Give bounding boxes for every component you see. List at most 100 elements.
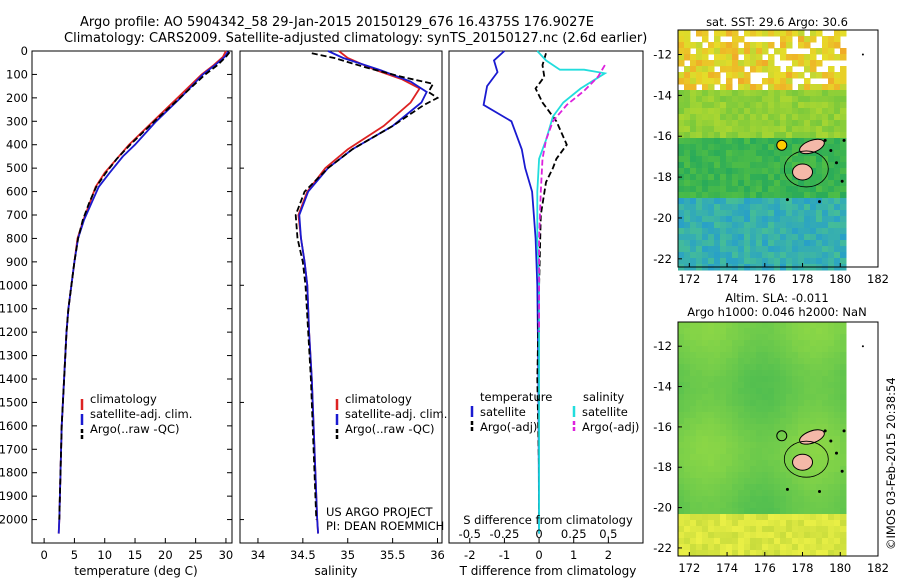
map-cell (816, 412, 823, 419)
map-cell (780, 412, 787, 419)
map-cell (678, 228, 685, 235)
map-cell (822, 394, 829, 401)
map-cell (780, 48, 787, 55)
temperature-line-climatology-0 (57, 50, 227, 534)
map-cell (732, 394, 739, 401)
map-cell (708, 156, 715, 163)
map-cell (804, 406, 811, 413)
map-cell (750, 382, 757, 389)
map-cell (744, 210, 751, 217)
map-cell (714, 430, 721, 437)
map-cell (744, 144, 751, 151)
map-cell (690, 132, 697, 139)
map-cell (792, 90, 799, 97)
map-cell (822, 448, 829, 455)
map-cell (762, 412, 769, 419)
map-cell (696, 508, 703, 515)
map-cell (774, 204, 781, 211)
map-cell (810, 168, 817, 175)
map-cell (714, 246, 721, 253)
map-cell (708, 322, 715, 329)
map-cell (732, 174, 739, 181)
map-cell (792, 240, 799, 247)
map-cell (690, 406, 697, 413)
map-cell (774, 340, 781, 347)
map-cell (678, 204, 685, 211)
map-cell (678, 346, 685, 353)
map-cell (768, 216, 775, 223)
map-cell (726, 364, 733, 371)
map-cell (816, 400, 823, 407)
map-cell (678, 466, 685, 473)
map-cell (714, 186, 721, 193)
map-cell (828, 502, 835, 509)
map-cell (726, 538, 733, 545)
map-cell (714, 436, 721, 443)
map-cell (786, 478, 793, 485)
s-difference-tick-label: -0.25 (490, 527, 520, 541)
map-cell (690, 550, 697, 557)
map-cell (684, 174, 691, 181)
map-cell (690, 234, 697, 241)
map-cell (720, 322, 727, 329)
map-cell (732, 364, 739, 371)
map-cell (714, 198, 721, 205)
map-cell (678, 514, 685, 521)
map-cell (702, 346, 709, 353)
map-cell (702, 394, 709, 401)
map-cell (720, 412, 727, 419)
map-cell (774, 358, 781, 365)
map-cell (792, 442, 799, 449)
map-cell (792, 334, 799, 341)
map-cell (792, 496, 799, 503)
map-cell (744, 222, 751, 229)
map-cell (738, 490, 745, 497)
map-cell (798, 120, 805, 127)
map-cell (768, 406, 775, 413)
map-cell (678, 334, 685, 341)
map-cell (822, 222, 829, 229)
map-cell (684, 532, 691, 539)
map-cell (732, 54, 739, 61)
map-cell (756, 258, 763, 265)
map-cell (762, 252, 769, 259)
map-cell (810, 340, 817, 347)
map-cell (714, 376, 721, 383)
map-cell (816, 514, 823, 521)
map-cell (714, 162, 721, 169)
longitude-tick-label: 178 (792, 561, 814, 575)
map-cell (750, 322, 757, 329)
map-cell (792, 436, 799, 443)
map-cell (690, 532, 697, 539)
map-cell (684, 502, 691, 509)
map-cell (684, 204, 691, 211)
map-cell (702, 246, 709, 253)
map-cell (834, 192, 841, 199)
map-cell (816, 222, 823, 229)
map-cell (756, 186, 763, 193)
map-cell (804, 54, 811, 61)
map-cell (714, 448, 721, 455)
map-cell (798, 192, 805, 199)
map-cell (744, 204, 751, 211)
map-cell (762, 96, 769, 103)
map-cell (822, 198, 829, 205)
map-cell (780, 520, 787, 527)
map-cell (768, 180, 775, 187)
longitude-tick-label: 180 (829, 561, 851, 575)
map-cell (834, 364, 841, 371)
map-cell (732, 328, 739, 335)
map-cell (780, 216, 787, 223)
map-cell (732, 424, 739, 431)
map-cell (792, 514, 799, 521)
map-cell (726, 126, 733, 133)
map-cell (786, 138, 793, 145)
map-cell (696, 478, 703, 485)
map-cell (714, 150, 721, 157)
map-cell (780, 370, 787, 377)
map-cell (792, 394, 799, 401)
map-cell (828, 436, 835, 443)
map-cell (690, 466, 697, 473)
map-cell (678, 448, 685, 455)
map-cell (834, 532, 841, 539)
